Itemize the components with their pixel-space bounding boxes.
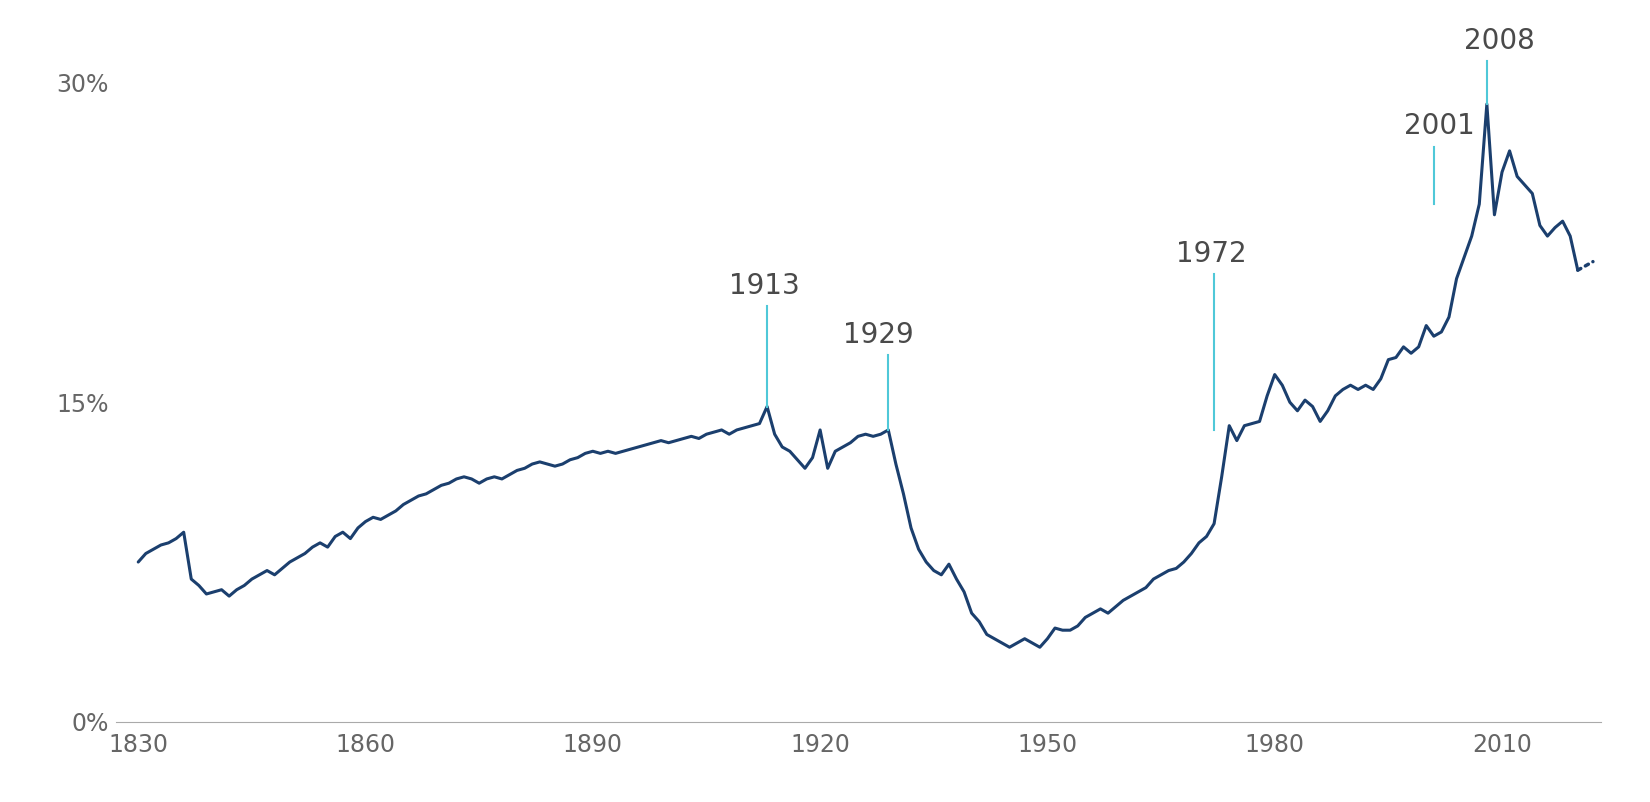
Text: 2008: 2008 bbox=[1464, 27, 1534, 55]
Text: 1972: 1972 bbox=[1176, 240, 1247, 268]
Text: 1929: 1929 bbox=[843, 321, 914, 349]
Text: 2001: 2001 bbox=[1404, 112, 1473, 140]
Text: 1913: 1913 bbox=[729, 272, 800, 300]
